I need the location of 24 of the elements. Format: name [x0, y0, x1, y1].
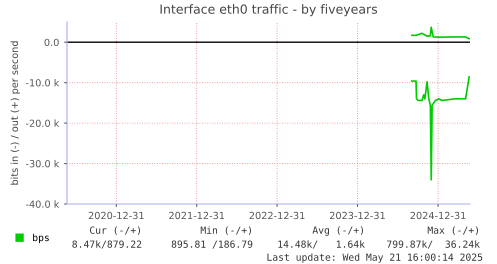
x-tick-label: 2024-12-31	[410, 212, 466, 220]
y-tick-label: -40.0 k	[26, 200, 60, 208]
y-tick-label: -30.0 k	[26, 160, 60, 168]
y-tick-label: -20.0 k	[26, 119, 60, 127]
text: Max (-/+)	[428, 226, 478, 235]
text: 799.87k/ 36.24k	[387, 240, 480, 249]
line-series	[411, 26, 470, 40]
text: 8.47k/879.22	[72, 240, 142, 249]
text: 895.81 /186.79	[172, 240, 252, 249]
text: Last update: Wed May 21 16:00:14 2025	[267, 253, 482, 263]
y-tick-label: 0.0	[44, 38, 59, 46]
text: Cur (-/+)	[90, 226, 140, 235]
x-tick-label: 2023-12-31	[330, 212, 385, 220]
x-tick-label: 2021-12-31	[169, 212, 224, 220]
text: 14.48k/ 1.64k	[278, 240, 365, 249]
x-tick-label: 2022-12-31	[250, 212, 304, 220]
text: Avg (-/+)	[312, 226, 363, 236]
chart-title: Interface eth0 traffic - by fiveyears	[160, 4, 378, 16]
y-axis-title: bits in (-) / out (+) per second	[10, 41, 20, 185]
legend-label: bps	[33, 234, 49, 244]
x-tick-label: 2020-12-31	[88, 212, 144, 220]
text: Min (-/+)	[200, 226, 251, 235]
line-series	[411, 76, 470, 181]
y-tick-label: -10.0 k	[26, 78, 60, 86]
